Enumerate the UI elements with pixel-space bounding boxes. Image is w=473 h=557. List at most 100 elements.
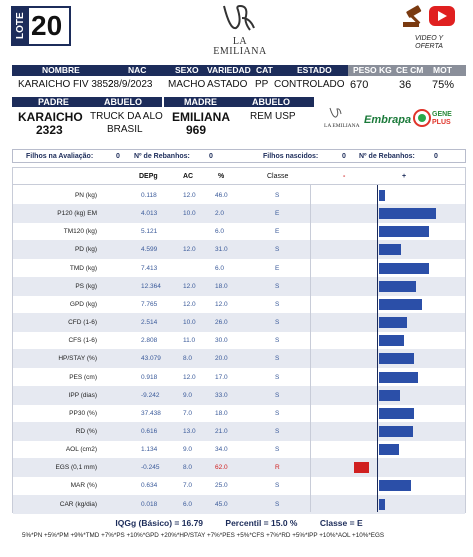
dep-table: DEPg AC % Classe - + PN (kg) 0.118 12.0 46.…	[12, 167, 466, 514]
dep-bar	[379, 298, 423, 310]
trait-pct: 26.0	[215, 319, 228, 327]
abuelo1-line1: TRUCK DA ALO	[90, 111, 163, 122]
trait-pct: 25.0	[215, 482, 228, 490]
dep-bar	[379, 371, 418, 383]
trait-label: TMD (kg)	[69, 264, 97, 272]
dep-bar	[379, 444, 400, 456]
brand-name-top: LA	[232, 36, 248, 47]
trait-label: P120 (kg) EM	[57, 210, 97, 218]
table-row: RD (%) 0.616 13.0 21.0 S	[13, 421, 465, 441]
col-sexo: SEXO	[175, 65, 199, 75]
trait-dep: 7.765	[141, 300, 158, 308]
trait-ac: 9.0	[183, 391, 193, 399]
animal-peso: 670	[350, 79, 369, 91]
pedigree-padre-header: PADRE	[38, 97, 69, 107]
trait-pct: 30.0	[215, 337, 228, 345]
trait-ac: 12.0	[183, 246, 196, 254]
th-pct: %	[218, 173, 225, 180]
trait-dep: 0.616	[141, 427, 158, 435]
table-row: PP30 (%) 37.438 7.0 18.0 S	[13, 404, 465, 423]
col-nac: NAC	[128, 65, 147, 75]
dep-bar	[379, 353, 414, 365]
table-row: PES (cm) 0.918 12.0 17.0 S	[13, 368, 465, 387]
trait-class: S	[275, 482, 280, 490]
trait-dep: -0.245	[141, 464, 160, 472]
table-row: GPD (kg) 7.765 12.0 12.0 S	[13, 295, 465, 314]
classe-value: Classe = E	[319, 518, 363, 528]
trait-label: RD (%)	[75, 427, 97, 435]
trait-ac: 7.0	[183, 409, 193, 417]
table-row: TM120 (kg) 5.121 6.0 E	[13, 222, 465, 241]
trait-ac: 8.0	[183, 355, 193, 363]
geneplus-logo: GENE PLUS	[413, 109, 452, 127]
summary-line: IQGg (Básico) = 16.79 Percentil = 15.0 %…	[12, 518, 466, 528]
trait-dep: 2.808	[141, 337, 158, 345]
embrapa-text: Embrapa	[364, 114, 411, 126]
padre-id: 2323	[36, 123, 63, 137]
trait-ac: 13.0	[183, 427, 196, 435]
iqgg-value: IQGg (Básico) = 16.79	[115, 518, 204, 528]
pedigree-abuelo2-header: ABUELO	[252, 97, 290, 107]
lote-number: 20	[31, 10, 63, 41]
trait-pct: 20.0	[215, 355, 228, 363]
trait-label: CAR (kg/dia)	[59, 500, 97, 508]
trait-ac: 10.0	[183, 210, 196, 218]
th-classe: Classe	[267, 173, 289, 180]
dep-bar	[379, 226, 430, 238]
padre-name: KARAICHO	[18, 110, 83, 124]
trait-class: S	[275, 427, 280, 435]
table-row: P120 (kg) EM 4.013 10.0 2.0 E	[13, 204, 465, 224]
dep-bar	[379, 244, 401, 256]
dep-zero-axis	[377, 185, 378, 512]
dep-bar	[379, 317, 407, 329]
trait-ac: 7.0	[183, 482, 193, 490]
table-row: AOL (cm2) 1.134 9.0 34.0 S	[13, 440, 465, 459]
la-emiliana-logo: LA EMILIANA	[200, 4, 280, 57]
trait-class: S	[275, 300, 280, 308]
rebanhos-value-2: 0	[434, 153, 438, 160]
pedigree-header-dam: MADRE ABUELO	[164, 97, 314, 107]
pedigree-madre-header: MADRE	[184, 97, 217, 107]
animal-mot: 75%	[432, 79, 455, 91]
la-emiliana-small-logo: LA EMILIANA	[324, 107, 360, 129]
trait-dep: 37.438	[141, 409, 161, 417]
table-row: IPP (dias) -9.242 9.0 33.0 S	[13, 385, 465, 405]
dep-bar	[379, 480, 411, 492]
video-oferta-button[interactable]: VIDEO Y OFERTA	[395, 4, 463, 50]
trait-pct: 33.0	[215, 391, 228, 399]
brand-name-bottom: EMILIANA	[213, 46, 267, 57]
trait-pct: 45.0	[215, 500, 228, 508]
dep-bar	[379, 280, 417, 292]
dep-bar	[379, 190, 386, 201]
trait-label: MAR (%)	[70, 482, 97, 490]
trait-pct: 2.0	[215, 210, 225, 218]
dep-bar	[379, 425, 413, 437]
trait-dep: 5.121	[141, 228, 158, 236]
dep-bar	[379, 208, 436, 220]
animal-nac: 28/9/2023	[108, 79, 153, 90]
th-dep: DEPg	[139, 173, 158, 180]
lote-badge: LOTE 20	[11, 6, 71, 46]
trait-pct: 6.0	[215, 228, 225, 236]
col-peso: PESO KG	[353, 65, 392, 75]
table-row: PS (kg) 12.364 12.0 18.0 S	[13, 276, 465, 296]
animal-variedad: ASTADO	[207, 79, 248, 90]
th-minus: -	[343, 173, 346, 180]
trait-class: R	[275, 464, 280, 472]
trait-dep: 43.079	[141, 355, 161, 363]
trait-dep: 4.013	[141, 210, 158, 218]
col-cat: CAT	[256, 65, 273, 75]
trait-dep: 7.413	[141, 264, 158, 272]
trait-ac: 12.0	[183, 373, 196, 381]
trait-class: E	[275, 264, 280, 272]
trait-class: S	[275, 192, 280, 199]
laemiliana-text: LA EMILIANA	[324, 123, 360, 129]
dep-bar	[353, 462, 369, 474]
table-row: PN (kg) 0.118 12.0 46.0 S	[13, 186, 465, 205]
trait-label: HP/STAY (%)	[58, 355, 97, 363]
table-row: CAR (kg/dia) 0.018 6.0 45.0 S	[13, 494, 465, 514]
filhos-eval-value: 0	[116, 153, 120, 160]
index-formula: 5%*PN +5%*PM +9%*TMD +7%*PS +10%*GPD +20…	[22, 532, 385, 539]
abuelo2-name: REM USP	[250, 111, 296, 122]
trait-pct: 46.0	[215, 192, 228, 199]
